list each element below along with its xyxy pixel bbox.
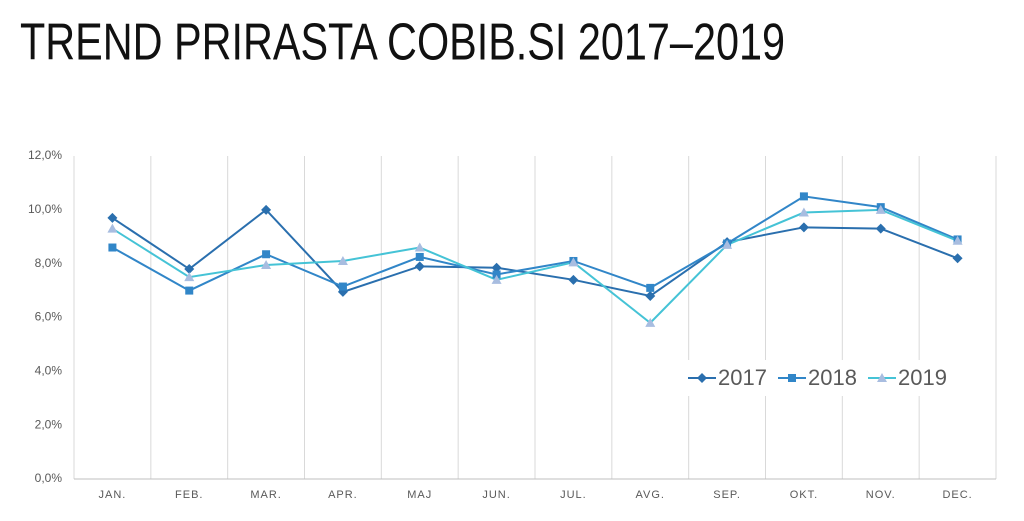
x-tick-label: JAN. — [98, 489, 126, 501]
series-line — [111, 195, 958, 292]
legend-label: 2017 — [718, 365, 767, 390]
marker — [107, 212, 118, 223]
marker — [875, 204, 886, 214]
marker — [799, 192, 808, 201]
y-tick-label: 0,0% — [35, 471, 63, 485]
marker — [697, 373, 707, 383]
marker — [645, 290, 656, 301]
x-tick-label: JUN. — [482, 489, 510, 501]
marker — [952, 253, 963, 264]
marker — [492, 270, 501, 279]
marker — [338, 282, 347, 291]
marker — [568, 274, 579, 285]
marker — [798, 207, 809, 217]
x-tick-label: AVG. — [636, 489, 665, 501]
legend-label: 2018 — [808, 365, 857, 390]
chart-title: TREND PRIRASTA COBIB.SI 2017–2019 — [20, 14, 785, 72]
marker — [185, 286, 194, 295]
x-tick-label: MAR. — [250, 489, 282, 501]
marker — [788, 374, 796, 382]
marker — [798, 222, 809, 233]
marker — [184, 264, 195, 275]
x-tick-label: DEC. — [942, 489, 972, 501]
y-tick-label: 2,0% — [35, 417, 63, 431]
y-tick-label: 4,0% — [35, 364, 63, 378]
marker — [261, 204, 272, 215]
marker — [414, 261, 425, 272]
x-tick-label: APR. — [328, 489, 358, 501]
marker — [261, 260, 272, 270]
x-tick-label: OKT. — [790, 489, 818, 501]
legend-background — [682, 360, 962, 396]
marker — [414, 242, 425, 252]
y-tick-label: 10,0% — [28, 202, 62, 216]
marker — [952, 235, 963, 245]
marker — [877, 373, 887, 382]
marker — [722, 239, 733, 249]
legend-label: 2019 — [898, 365, 947, 390]
marker — [108, 243, 117, 252]
marker — [491, 274, 502, 284]
x-tick-label: NOV. — [866, 489, 896, 501]
marker — [337, 255, 348, 265]
y-tick-label: 12,0% — [28, 148, 62, 162]
marker — [184, 272, 195, 282]
x-tick-label: MAJ — [407, 489, 432, 501]
series-line — [111, 208, 958, 298]
legend: 2017 2018 2019 — [682, 360, 962, 396]
y-tick-label: 8,0% — [35, 256, 63, 270]
marker — [568, 257, 579, 267]
series-line — [111, 208, 958, 325]
marker — [645, 317, 656, 327]
marker — [491, 262, 502, 273]
x-tick-label: JUL. — [560, 489, 587, 501]
marker — [262, 250, 271, 259]
marker — [875, 223, 886, 234]
marker — [646, 283, 655, 292]
x-tick-label: FEB. — [175, 489, 203, 501]
marker — [107, 223, 118, 233]
marker — [415, 252, 424, 261]
x-tick-label: SEP. — [713, 489, 741, 501]
y-tick-label: 6,0% — [35, 310, 63, 324]
